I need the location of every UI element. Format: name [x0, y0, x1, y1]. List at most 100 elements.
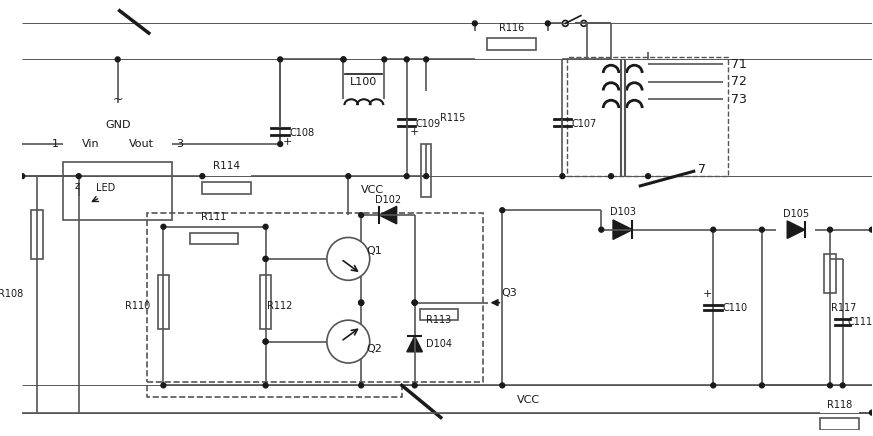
Circle shape — [278, 57, 283, 62]
Bar — [824, 254, 835, 293]
Text: R117: R117 — [831, 303, 856, 313]
Text: z: z — [74, 181, 79, 191]
Bar — [189, 232, 238, 244]
Polygon shape — [379, 206, 396, 224]
Text: VCC: VCC — [517, 395, 540, 405]
Text: 73: 73 — [731, 93, 746, 106]
Text: VCC: VCC — [361, 185, 384, 195]
Circle shape — [115, 57, 120, 62]
Text: R110: R110 — [125, 300, 150, 310]
Text: R111: R111 — [202, 212, 227, 222]
Circle shape — [341, 57, 346, 62]
Text: 72: 72 — [731, 75, 746, 88]
Polygon shape — [787, 221, 805, 238]
Circle shape — [359, 213, 363, 218]
Text: GND: GND — [105, 119, 130, 129]
Circle shape — [581, 20, 587, 26]
Circle shape — [200, 174, 205, 179]
Circle shape — [359, 300, 363, 305]
Circle shape — [608, 174, 614, 179]
Text: C109: C109 — [416, 119, 441, 129]
Circle shape — [161, 383, 166, 388]
Circle shape — [278, 142, 283, 146]
Circle shape — [263, 339, 268, 344]
Text: 71: 71 — [731, 58, 746, 71]
Circle shape — [472, 21, 478, 26]
Bar — [487, 38, 536, 50]
Text: C111: C111 — [848, 317, 873, 327]
Circle shape — [327, 320, 369, 363]
Text: +: + — [703, 289, 712, 299]
Text: D103: D103 — [609, 207, 636, 217]
Circle shape — [760, 383, 765, 388]
Text: D104: D104 — [426, 339, 452, 349]
Bar — [31, 210, 43, 259]
Circle shape — [263, 383, 268, 388]
Bar — [203, 182, 251, 194]
Polygon shape — [407, 336, 423, 352]
Circle shape — [560, 174, 565, 179]
Bar — [422, 144, 431, 197]
Text: D105: D105 — [783, 209, 809, 219]
Bar — [420, 309, 458, 320]
Circle shape — [404, 174, 409, 179]
Text: 3: 3 — [176, 139, 183, 149]
Text: +: + — [409, 127, 419, 137]
Circle shape — [870, 227, 873, 232]
Bar — [147, 213, 483, 382]
Text: Q1: Q1 — [367, 246, 382, 256]
Circle shape — [76, 174, 81, 179]
Text: Q3: Q3 — [501, 288, 517, 298]
Text: R116: R116 — [498, 23, 524, 33]
Text: Q2: Q2 — [367, 344, 382, 354]
Text: R115: R115 — [440, 113, 465, 123]
Bar — [821, 419, 859, 430]
Bar — [567, 58, 728, 176]
Circle shape — [404, 57, 409, 62]
Text: R112: R112 — [266, 300, 292, 310]
Circle shape — [412, 300, 417, 305]
Circle shape — [500, 208, 505, 213]
Circle shape — [760, 227, 765, 232]
Circle shape — [263, 225, 268, 229]
Text: C110: C110 — [722, 303, 747, 313]
Circle shape — [562, 20, 568, 26]
Bar — [260, 276, 272, 329]
Text: Vin: Vin — [81, 139, 100, 149]
Circle shape — [423, 174, 429, 179]
Polygon shape — [613, 220, 632, 239]
Circle shape — [870, 410, 873, 415]
Text: ~: ~ — [113, 93, 123, 106]
Circle shape — [711, 227, 716, 232]
Text: R108: R108 — [0, 289, 24, 299]
Circle shape — [341, 57, 346, 62]
Text: R114: R114 — [213, 161, 240, 171]
Circle shape — [412, 300, 417, 305]
Bar — [157, 276, 169, 329]
Circle shape — [327, 238, 369, 280]
Text: 1: 1 — [52, 139, 58, 149]
Circle shape — [359, 300, 363, 305]
Circle shape — [263, 256, 268, 261]
Text: L100: L100 — [350, 77, 377, 87]
Circle shape — [828, 227, 833, 232]
Circle shape — [263, 339, 268, 344]
Circle shape — [346, 174, 351, 179]
Circle shape — [412, 383, 417, 388]
Text: C108: C108 — [289, 128, 314, 138]
Circle shape — [599, 227, 604, 232]
Circle shape — [20, 174, 24, 179]
Circle shape — [161, 225, 166, 229]
Text: Vout: Vout — [128, 139, 154, 149]
Text: LED: LED — [96, 183, 115, 193]
Circle shape — [423, 57, 429, 62]
Circle shape — [840, 383, 845, 388]
Circle shape — [828, 383, 833, 388]
Text: C107: C107 — [571, 119, 596, 129]
Circle shape — [382, 57, 387, 62]
Bar — [63, 162, 172, 220]
Text: R113: R113 — [426, 315, 451, 325]
Text: 7: 7 — [698, 163, 705, 176]
Circle shape — [646, 174, 650, 179]
Circle shape — [412, 300, 417, 305]
